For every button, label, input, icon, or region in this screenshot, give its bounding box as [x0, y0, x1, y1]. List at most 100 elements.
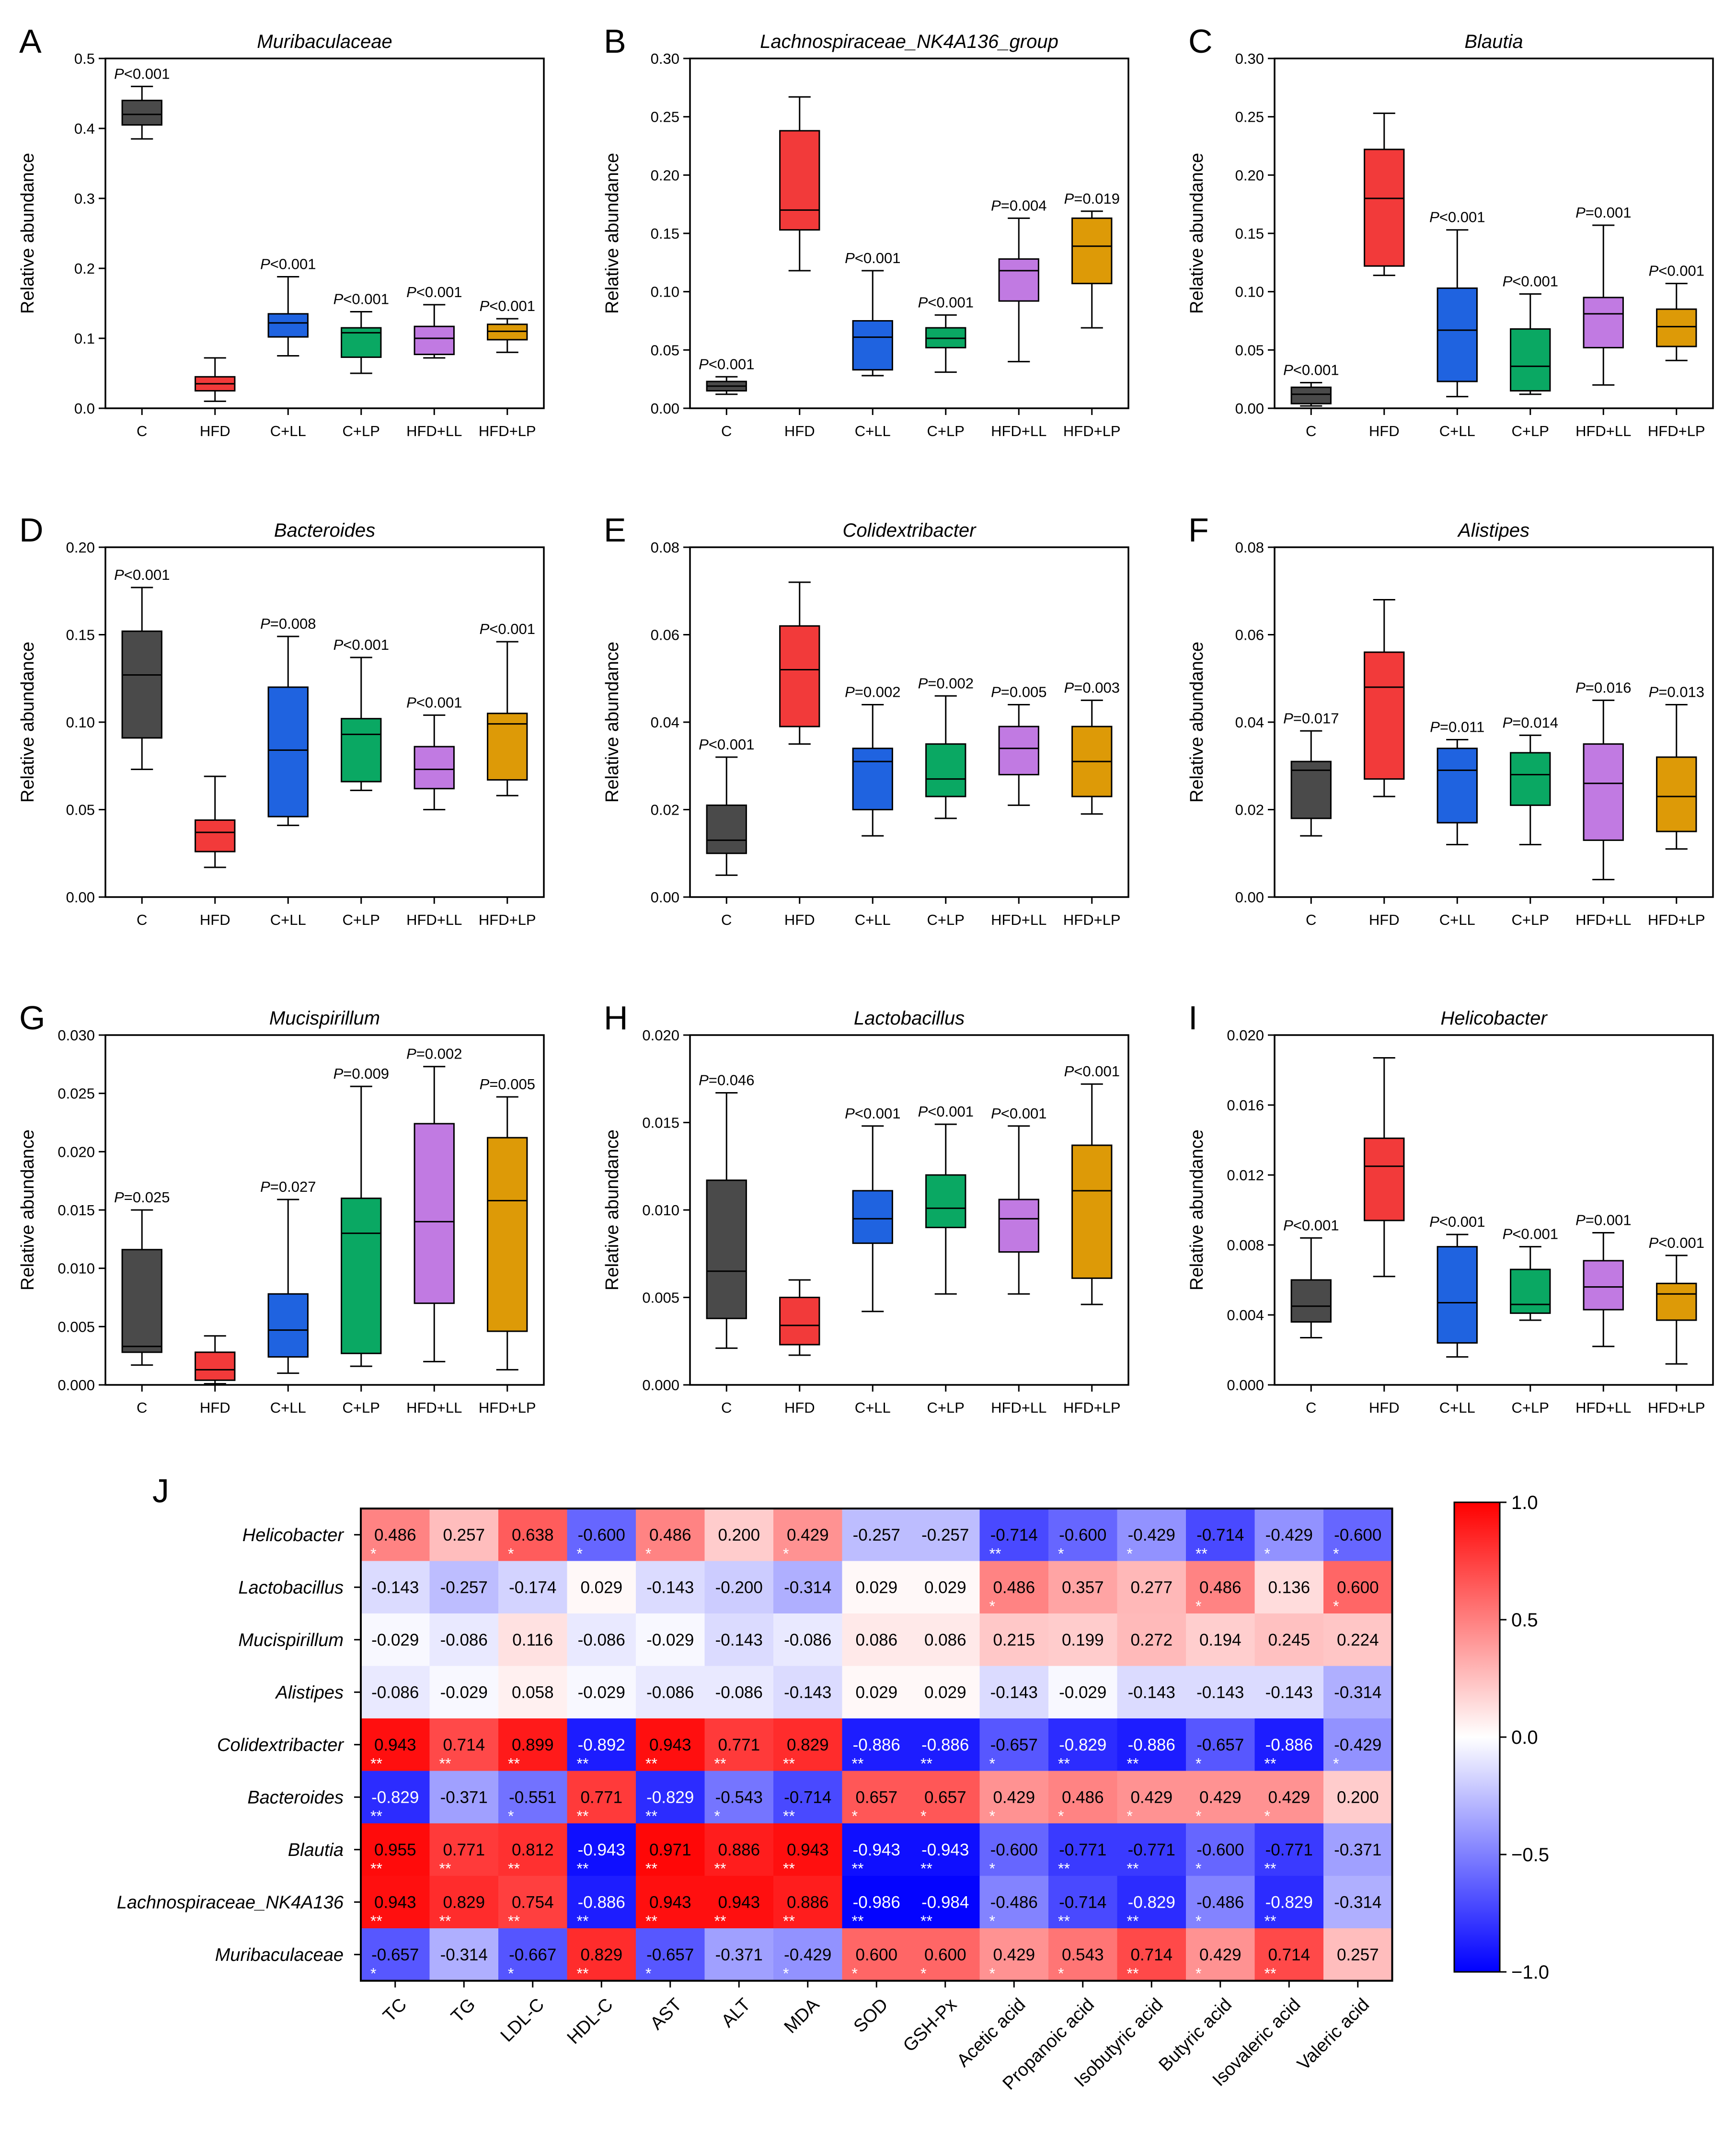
- plot-frame: [689, 546, 1129, 898]
- box-iqr: [267, 686, 309, 818]
- x-tick-label: C: [137, 1399, 147, 1416]
- y-tick-label: 0.00: [1235, 400, 1264, 417]
- y-axis-label: Relative abundance: [18, 1129, 38, 1290]
- box-hfd-ll: P=0.005: [991, 684, 1046, 806]
- heat-cell: [773, 1509, 843, 1562]
- heat-cell: [498, 1823, 568, 1877]
- heat-cell: [704, 1876, 774, 1929]
- box-iqr: [341, 1198, 382, 1354]
- heat-row: -0.029 -0.086 0.116 -0.086 -0.029 -0.143 -0.08…: [361, 1613, 1393, 1667]
- p-value-label: P<0.001: [480, 298, 535, 314]
- panel-a: A Muribaculaceae Relative abundance 0.0 0.1 0…: [18, 23, 545, 439]
- p-letter: P: [1503, 714, 1513, 731]
- heat-cell: [1323, 1823, 1393, 1877]
- heat-value: -0.143: [1265, 1683, 1313, 1702]
- p-letter: P: [1649, 1234, 1659, 1251]
- box-iqr: [1290, 760, 1332, 819]
- x-tick-label: HFD+LL: [406, 1399, 462, 1416]
- heat-value: 0.600: [1337, 1578, 1379, 1597]
- p-letter: P: [333, 636, 344, 653]
- x-tick-label: HFD+LP: [1648, 1399, 1705, 1416]
- heat-value: -0.086: [646, 1683, 694, 1702]
- box-c: P<0.001: [114, 65, 170, 140]
- heat-significance: *: [1196, 1965, 1201, 1982]
- heat-value: -0.829: [1128, 1893, 1175, 1912]
- heat-value: 0.257: [443, 1526, 485, 1544]
- panel-d: D Bacteroides Relative abundance 0.00 0.05 0.…: [18, 511, 545, 928]
- p-letter: P: [1649, 263, 1659, 279]
- heat-value: -0.086: [784, 1631, 831, 1649]
- heat-value: 0.600: [855, 1946, 897, 1964]
- heat-significance: **: [1265, 1755, 1276, 1773]
- p-letter: P: [114, 566, 124, 583]
- box-c: P<0.001: [699, 736, 754, 876]
- heat-value: 0.899: [512, 1736, 554, 1754]
- y-tick-label: 0.016: [1227, 1097, 1264, 1114]
- x-tick-label: HFD+LL: [1575, 1399, 1631, 1416]
- heat-value: -0.086: [440, 1631, 488, 1649]
- box-c-lp: P<0.001: [333, 291, 389, 374]
- heat-value: -0.829: [1059, 1736, 1106, 1754]
- box-iqr: [195, 1351, 236, 1381]
- heat-col-label: LDL-C: [497, 1994, 548, 2046]
- heat-cell: [1254, 1876, 1324, 1929]
- heat-col-label: AST: [646, 1994, 686, 2034]
- p-letter: P: [991, 197, 1001, 214]
- y-tick-label: 0.0: [74, 400, 95, 417]
- heat-cell: [911, 1666, 980, 1719]
- heat-value: -0.314: [1334, 1683, 1381, 1702]
- x-tick-label: HFD+LP: [1063, 911, 1121, 928]
- y-axis-label: Relative abundance: [18, 642, 38, 803]
- heat-row-label: Mucispirillum: [238, 1630, 344, 1650]
- heat-cell: [1323, 1509, 1393, 1562]
- heat-cell: [911, 1509, 980, 1562]
- heat-significance: **: [645, 1755, 657, 1773]
- heat-significance: **: [783, 1912, 795, 1930]
- x-tick-label: HFD+LP: [1648, 423, 1705, 439]
- p-value-label: P=0.005: [480, 1076, 535, 1093]
- heat-value: -0.714: [990, 1526, 1038, 1544]
- box-hfd-lp: P<0.001: [1649, 1234, 1704, 1365]
- box-c-ll: P<0.001: [260, 256, 316, 357]
- panel-title: Lachnospiraceae_NK4A136_group: [760, 31, 1058, 52]
- heat-value: -0.029: [440, 1683, 488, 1702]
- heat-cell: [498, 1928, 568, 1981]
- heat-col-label: Valeric acid: [1294, 1994, 1374, 2074]
- heat-cell: [979, 1718, 1049, 1772]
- p-letter: P: [1575, 1211, 1586, 1228]
- heat-value: -0.143: [371, 1578, 419, 1597]
- heat-value: 0.812: [512, 1841, 554, 1859]
- heat-value: 0.943: [649, 1736, 691, 1754]
- heat-cell: [1186, 1718, 1255, 1772]
- heat-cell: [1048, 1613, 1118, 1667]
- heat-cell: [979, 1666, 1049, 1719]
- heat-significance: *: [1058, 1808, 1064, 1825]
- p-letter: P: [260, 256, 270, 273]
- heat-cell: [1323, 1771, 1393, 1824]
- box-iqr: [414, 325, 455, 356]
- heat-value: -0.429: [1128, 1526, 1175, 1544]
- p-rest: =0.013: [1658, 684, 1704, 701]
- heat-cell: [979, 1509, 1049, 1562]
- heat-significance: **: [714, 1860, 726, 1878]
- p-value-label: P<0.001: [1429, 1213, 1485, 1230]
- p-rest: <0.001: [343, 636, 389, 653]
- heat-row: -0.657*-0.314 -0.667*0.829**-0.657*-0.371…: [361, 1928, 1393, 1982]
- heat-cell: [1048, 1928, 1118, 1981]
- heat-significance: *: [989, 1965, 995, 1982]
- box-c-lp: P<0.001: [918, 294, 974, 373]
- x-tick-label: C: [721, 911, 732, 928]
- box-iqr: [779, 625, 820, 727]
- heat-significance: *: [508, 1808, 514, 1825]
- p-letter: P: [699, 1071, 709, 1088]
- p-letter: P: [333, 1065, 344, 1082]
- box-iqr: [1364, 1137, 1405, 1221]
- p-value-label: P<0.001: [1283, 1217, 1339, 1233]
- heat-row: 0.943**0.829**0.754**-0.886**0.943**0.94…: [361, 1876, 1393, 1930]
- heat-significance: **: [989, 1545, 1001, 1563]
- heat-value: -0.257: [921, 1526, 969, 1544]
- heat-cell: [498, 1876, 568, 1929]
- box-c: P=0.025: [114, 1189, 170, 1366]
- heat-significance: *: [852, 1808, 858, 1825]
- box-iqr: [1583, 743, 1624, 841]
